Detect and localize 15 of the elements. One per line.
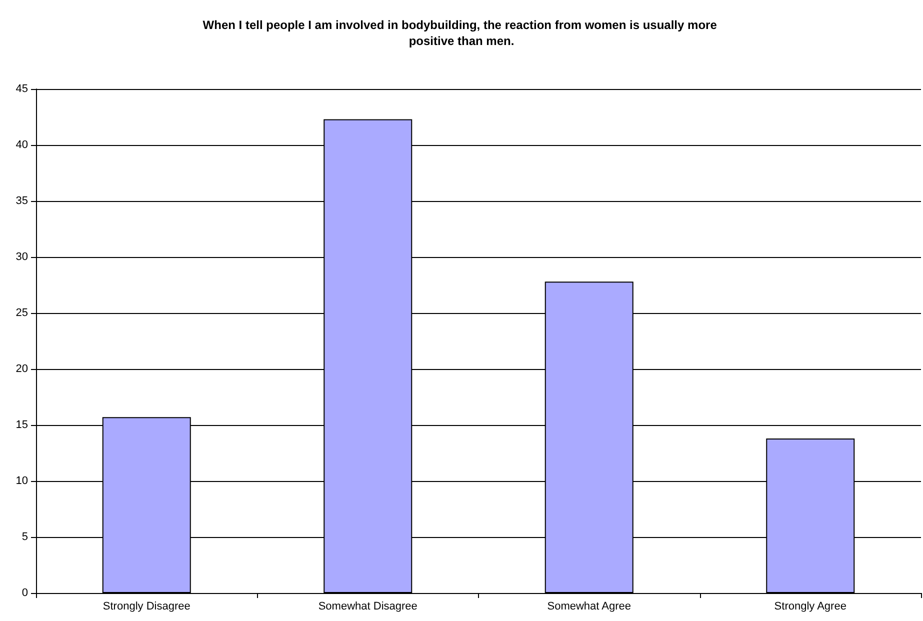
y-tick-label: 35 xyxy=(16,195,28,207)
x-tick-label: Somewhat Disagree xyxy=(318,600,418,612)
y-tick-label: 5 xyxy=(22,531,28,543)
y-tick-label: 10 xyxy=(16,475,28,487)
x-tick-label: Strongly Disagree xyxy=(102,600,190,612)
y-tick-label: 25 xyxy=(16,307,28,319)
y-tick-label: 20 xyxy=(16,363,28,375)
y-tick-label: 45 xyxy=(16,83,28,95)
y-tick-label: 15 xyxy=(16,419,28,431)
y-tick-label: 0 xyxy=(22,587,28,599)
x-tick-label: Strongly Agree xyxy=(774,600,846,612)
x-tick-label: Somewhat Agree xyxy=(547,600,632,612)
chart-title: When I tell people I am involved in bodybuilding, the reaction from women is usually more positive than men. xyxy=(202,18,720,48)
y-tick-label: 30 xyxy=(16,251,28,263)
y-tick-label: 40 xyxy=(16,139,28,151)
